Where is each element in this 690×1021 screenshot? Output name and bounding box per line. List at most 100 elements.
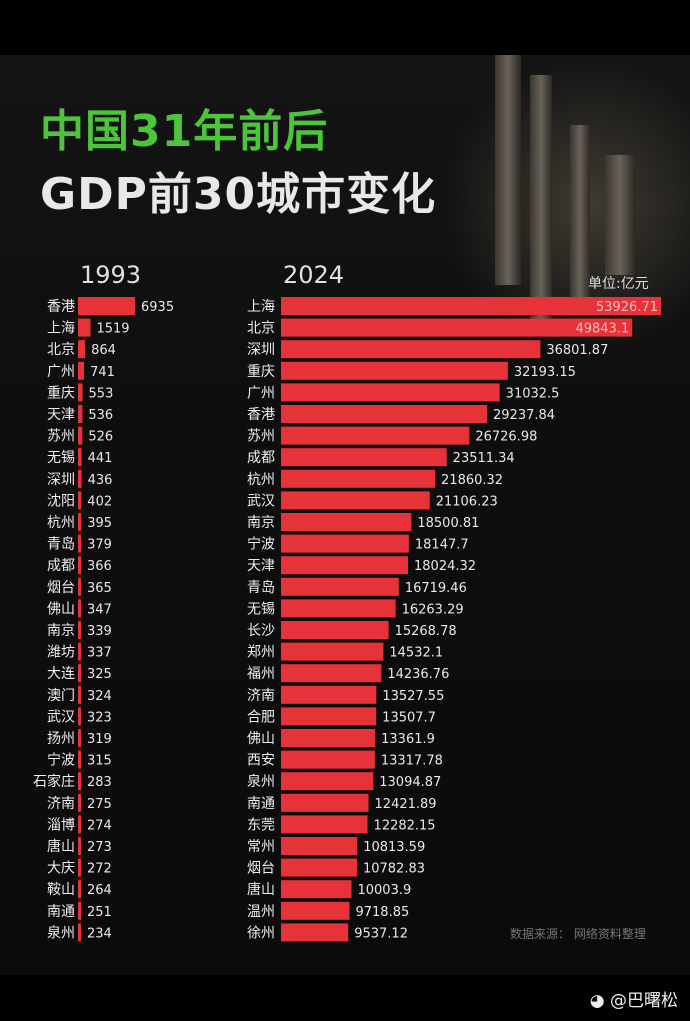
category-label: 成都 [247,450,275,466]
bar [78,340,86,359]
category-label: 青岛 [47,537,75,553]
category-label: 杭州 [47,515,75,531]
value-label: 21106.23 [436,494,498,509]
value-label: 13094.87 [379,775,441,790]
bar [78,469,82,488]
value-label: 319 [87,732,112,747]
value-label: 10003.9 [357,883,411,898]
value-label: 251 [87,905,112,920]
category-label: 济南 [47,796,75,812]
bar [281,556,409,575]
bar [78,923,81,942]
bar [78,901,81,920]
value-label: 10782.83 [363,862,425,877]
value-label: 275 [87,797,112,812]
category-label: 淄博 [47,816,75,833]
value-label: 274 [87,818,112,833]
category-label: 西安 [247,753,275,769]
category-label: 泉州 [47,924,75,941]
value-label: 526 [88,430,113,445]
category-label: 鞍山 [47,882,75,898]
value-label: 324 [87,689,112,704]
value-label: 13317.78 [381,754,443,769]
category-label: 武汉 [247,493,275,509]
category-label: 唐山 [247,881,275,898]
category-label: 常州 [247,839,275,855]
category-label: 济南 [247,688,275,704]
category-label: 武汉 [47,709,75,725]
bar [281,793,369,812]
category-label: 澳门 [47,688,75,704]
category-label: 温州 [247,904,275,920]
value-label: 31032.5 [506,386,560,401]
value-label: 1519 [96,322,129,337]
value-label: 273 [87,840,112,855]
category-label: 无锡 [247,601,275,617]
bar [78,664,81,683]
category-label: 天津 [47,407,75,423]
bar [78,361,85,380]
value-label: 13361.9 [381,732,435,747]
bar [78,642,81,661]
category-label: 佛山 [47,601,75,617]
bar [281,426,470,445]
category-label: 重庆 [47,385,75,401]
value-label: 323 [87,710,112,725]
bar [78,750,81,769]
year-2024-heading: 2024 [283,261,345,289]
value-label: 339 [87,624,112,639]
category-label: 广州 [247,385,275,401]
value-label: 365 [87,581,112,596]
category-label: 石家庄 [33,773,75,790]
bar [281,577,399,596]
bar [281,837,358,855]
bar [78,448,82,467]
value-label: 26726.98 [475,430,537,445]
value-label: 29237.84 [493,408,555,423]
category-label: 东莞 [247,817,275,833]
bar [78,513,82,531]
category-label: 北京 [47,342,75,358]
value-label: 436 [88,473,113,488]
value-label: 6935 [141,300,174,315]
value-label: 16719.46 [405,581,467,596]
value-label: 283 [87,775,112,790]
bar [281,534,409,553]
bar [281,707,377,726]
source-note: 数据来源： 网络资料整理 [510,927,646,941]
bar [281,901,350,920]
value-label: 13507.7 [382,710,436,725]
value-label: 315 [87,754,112,769]
bar [78,534,82,553]
value-label: 23511.34 [453,451,515,466]
category-label: 南通 [47,904,75,920]
category-label: 北京 [247,321,275,337]
bar [281,318,633,337]
bar [78,383,83,402]
category-label: 重庆 [247,364,275,380]
bar [78,707,81,726]
value-label: 18500.81 [417,516,479,531]
weibo-icon: ◕ [589,991,610,1011]
category-label: 深圳 [47,472,75,488]
category-label: 大连 [47,666,75,682]
value-label: 379 [87,538,112,553]
bar [281,621,389,639]
bar [281,880,352,899]
bar [281,469,436,488]
bar [78,880,81,899]
value-label: 864 [91,343,116,358]
category-label: 上海 [247,299,275,315]
category-label: 烟台 [47,580,75,596]
category-label: 成都 [47,558,75,574]
category-label: 烟台 [247,861,275,877]
bar [78,318,91,337]
value-label: 536 [88,408,113,423]
category-label: 长沙 [247,623,275,639]
value-label: 49843.1 [575,322,629,337]
category-label: 青岛 [247,580,275,596]
unit-label: 单位:亿元 [588,276,649,292]
category-label: 苏州 [47,429,75,445]
category-label: 宁波 [47,752,75,769]
